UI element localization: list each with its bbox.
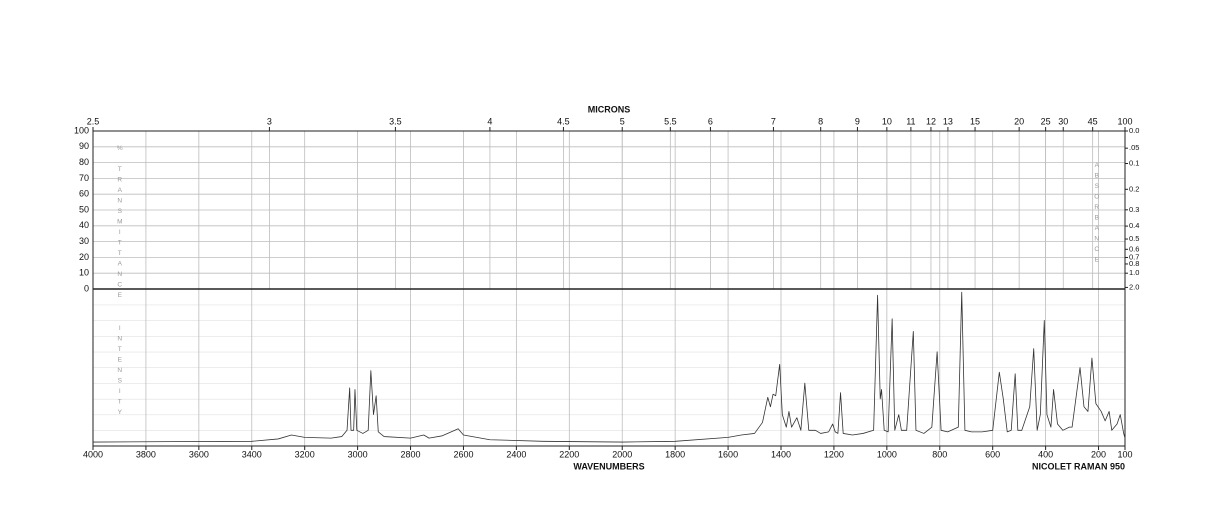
- x-tick-label: 1600: [718, 449, 738, 459]
- y2-tick-label: 0.2: [1129, 184, 1139, 193]
- x-tick-label: 1200: [824, 449, 844, 459]
- x2-tick-label: 45: [1088, 116, 1098, 126]
- x-tick-label: 600: [985, 449, 1000, 459]
- x2-tick-label: 11: [906, 116, 915, 126]
- x2-tick-label: 10: [882, 116, 892, 126]
- x-tick-label: 2800: [401, 449, 421, 459]
- y-tick-label: 80: [79, 157, 89, 167]
- y-label: INTENSITY: [116, 325, 123, 420]
- spectrum-line: [92, 291, 1126, 443]
- x2-tick-label: 5.5: [664, 116, 677, 126]
- x2-tick-label: 30: [1058, 116, 1068, 126]
- y2-tick-label: 0.4: [1129, 221, 1139, 230]
- y2-tick-label: 1.0: [1129, 268, 1139, 277]
- x2-tick-label: 5: [620, 116, 625, 126]
- x2-tick-label: 3: [267, 116, 272, 126]
- y-tick-label: 100: [74, 125, 89, 135]
- y-tick-label: 70: [79, 173, 89, 183]
- x2-tick-label: 25: [1041, 116, 1051, 126]
- x2-tick-label: 2.5: [87, 116, 100, 126]
- y2-tick-label: 0.6: [1129, 244, 1139, 253]
- instrument: NICOLET RAMAN 950: [1032, 461, 1125, 471]
- y2-tick-label: 0.8: [1129, 259, 1139, 268]
- x-tick-label: 800: [932, 449, 947, 459]
- x2-tick-label: 4: [487, 116, 492, 126]
- x-tick-label: 100: [1117, 449, 1132, 459]
- x2-tick-label: 4.5: [557, 116, 570, 126]
- y-tick-label: 0: [84, 283, 89, 293]
- x2-tick-label: 3.5: [389, 116, 402, 126]
- lower-grid: [93, 289, 1125, 446]
- y-tick-label: 20: [79, 252, 89, 262]
- y-tick-label: 40: [79, 220, 89, 230]
- x-tick-label: 1400: [771, 449, 791, 459]
- y2-tick-label: 0.3: [1129, 205, 1139, 214]
- x-tick-label: 3200: [295, 449, 315, 459]
- x-tick-label: 1800: [665, 449, 685, 459]
- x-tick-label: 3000: [348, 449, 368, 459]
- x2-tick-label: 6: [708, 116, 713, 126]
- x-tick-label: 2400: [506, 449, 526, 459]
- y-tick-label: 60: [79, 189, 89, 199]
- x2-tick-label: 20: [1014, 116, 1024, 126]
- x-tick-label: 3800: [136, 449, 156, 459]
- x-tick-label: 2600: [453, 449, 473, 459]
- x-tick-label: 400: [1038, 449, 1053, 459]
- y2-tick-label: .05: [1129, 143, 1139, 152]
- y-tick-label: 30: [79, 236, 89, 246]
- y2-tick-label: 2.0: [1129, 282, 1139, 291]
- x-tick-label: 3400: [242, 449, 262, 459]
- x2-tick-label: 100: [1117, 116, 1132, 126]
- x-tick-label: 2000: [612, 449, 632, 459]
- x-label: WAVENUMBERS: [573, 461, 644, 471]
- y-tick-label: 10: [79, 268, 89, 278]
- y2-tick-label: 0.1: [1129, 158, 1139, 167]
- y2-tick-label: 0.7: [1129, 252, 1139, 261]
- x-tick-label: 2200: [559, 449, 579, 459]
- x-tick-label: 1000: [877, 449, 897, 459]
- x2-tick-label: 12: [926, 116, 936, 126]
- x2-label: MICRONS: [588, 104, 631, 114]
- upper-y-label: % TRANSMITTANCE: [116, 145, 123, 303]
- y2-tick-label: 0.5: [1129, 234, 1139, 243]
- x2-tick-label: 13: [943, 116, 953, 126]
- x2-tick-label: 15: [970, 116, 980, 126]
- x-tick-label: 4000: [83, 449, 103, 459]
- y2-tick-label: 0.0: [1129, 126, 1139, 135]
- x2-tick-label: 8: [818, 116, 823, 126]
- x-tick-label: 200: [1091, 449, 1106, 459]
- x2-tick-label: 9: [855, 116, 860, 126]
- x2-tick-label: 7: [771, 116, 776, 126]
- y-tick-label: 50: [79, 204, 89, 214]
- x-tick-label: 3600: [189, 449, 209, 459]
- y2-label: ABSORBANCE: [1093, 162, 1100, 267]
- y-tick-label: 90: [79, 141, 89, 151]
